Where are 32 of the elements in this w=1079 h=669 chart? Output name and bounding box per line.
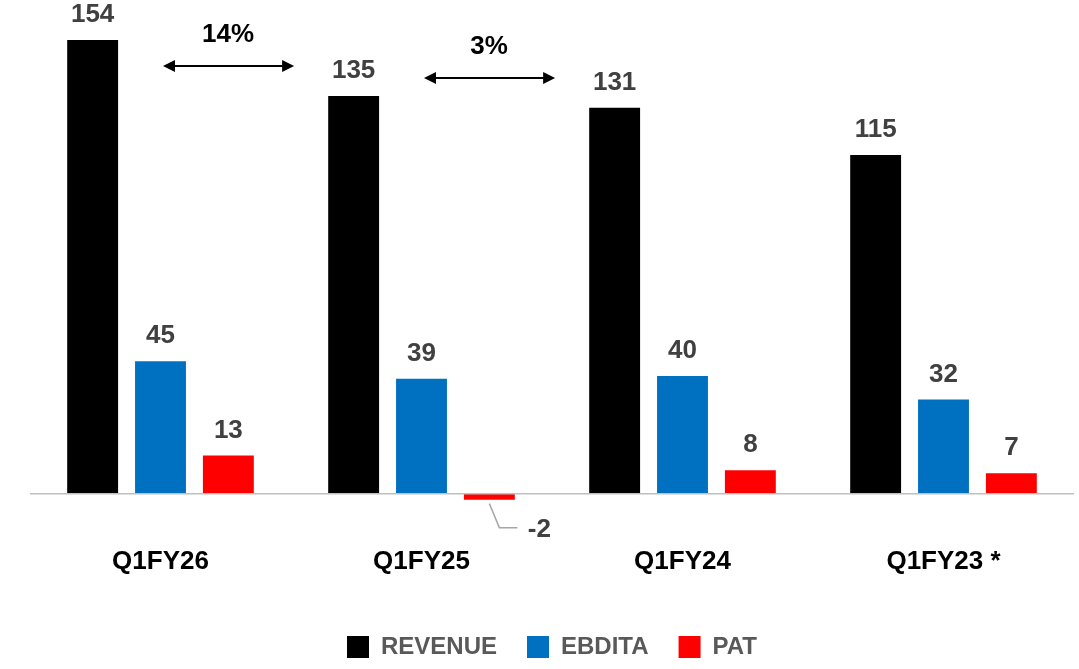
bar xyxy=(135,361,186,494)
x-tick-label: Q1FY24 xyxy=(634,544,732,575)
bar xyxy=(589,107,641,494)
x-tick-label: Q1FY23 * xyxy=(886,544,1002,575)
bar xyxy=(328,95,380,494)
data-label: 8 xyxy=(743,428,758,459)
annotation: 3% xyxy=(470,29,508,61)
annotation: 14% xyxy=(202,17,255,49)
data-label: 32 xyxy=(929,357,958,388)
data-label: 40 xyxy=(668,334,697,365)
legend-label: EBDITA xyxy=(561,631,649,659)
data-label: 131 xyxy=(592,65,637,96)
bar xyxy=(657,375,708,494)
bar xyxy=(850,154,902,494)
data-label: 154 xyxy=(70,0,115,29)
x-tick-label: Q1FY26 xyxy=(112,544,209,575)
data-label: 135 xyxy=(331,54,376,85)
data-label: 7 xyxy=(1004,431,1019,462)
data-label: 13 xyxy=(213,413,243,444)
legend-label: REVENUE xyxy=(380,631,498,659)
x-tick-label: Q1FY25 xyxy=(373,544,470,575)
data-label: 39 xyxy=(407,337,436,368)
bar xyxy=(67,40,119,494)
bar xyxy=(396,378,447,494)
data-label: -2 xyxy=(527,512,551,543)
bar xyxy=(724,470,776,494)
data-label: 45 xyxy=(146,319,175,350)
bar xyxy=(985,473,1037,494)
bar xyxy=(918,399,969,494)
legend-label: PAT xyxy=(712,631,758,659)
bar xyxy=(202,455,254,494)
data-label: 115 xyxy=(854,113,897,144)
